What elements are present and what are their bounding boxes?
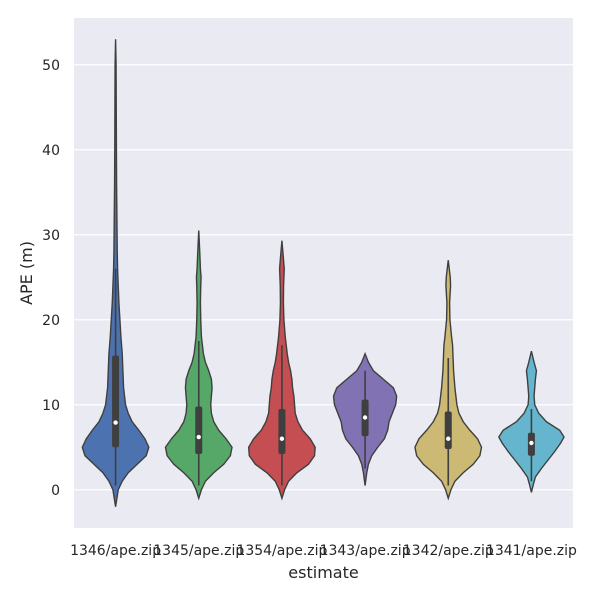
x-tick-label: 1346/ape.zip xyxy=(70,543,161,559)
violin-median-point xyxy=(196,434,201,440)
y-tick-label: 40 xyxy=(42,143,60,159)
violin-median-point xyxy=(113,420,118,425)
x-tick-label: 1341/ape.zip xyxy=(486,543,577,559)
violin-1342-ape-zip xyxy=(414,260,483,501)
x-tick-label: 1343/ape.zip xyxy=(320,543,411,559)
y-tick-label: 50 xyxy=(42,58,60,74)
x-tick-label: 1354/ape.zip xyxy=(236,543,327,559)
violin-1343-ape-zip xyxy=(332,351,398,486)
y-axis-label: APE (m) xyxy=(17,241,36,305)
violin-median-point xyxy=(529,440,534,446)
x-tick-label: 1345/ape.zip xyxy=(153,543,244,559)
violin-median-point xyxy=(279,436,285,441)
violin-iqr-box xyxy=(112,355,120,448)
violin-iqr-box xyxy=(278,409,286,455)
violin-iqr-box xyxy=(195,406,203,455)
violin-1345-ape-zip xyxy=(164,230,233,501)
y-tick-label: 30 xyxy=(42,228,60,244)
violin-1354-ape-zip xyxy=(247,240,316,501)
grid-lines xyxy=(74,64,573,491)
x-tick-labels: 1346/ape.zip1345/ape.zip1354/ape.zip1343… xyxy=(70,543,577,559)
violins xyxy=(81,39,565,507)
x-axis-label: estimate xyxy=(288,563,358,582)
y-tick-labels: 0 10 20 30 40 50 xyxy=(42,58,60,499)
y-tick-label: 0 xyxy=(51,483,60,499)
violin-median-point xyxy=(362,415,368,420)
x-tick-label: 1342/ape.zip xyxy=(403,543,494,559)
violin-1346-ape-zip xyxy=(81,39,150,507)
violin-median-point xyxy=(446,436,451,441)
y-tick-label: 10 xyxy=(42,398,60,414)
violin-iqr-box xyxy=(444,411,452,449)
y-tick-label: 20 xyxy=(42,313,60,329)
plot-background xyxy=(74,18,573,528)
violin-1341-ape-zip xyxy=(498,351,565,493)
